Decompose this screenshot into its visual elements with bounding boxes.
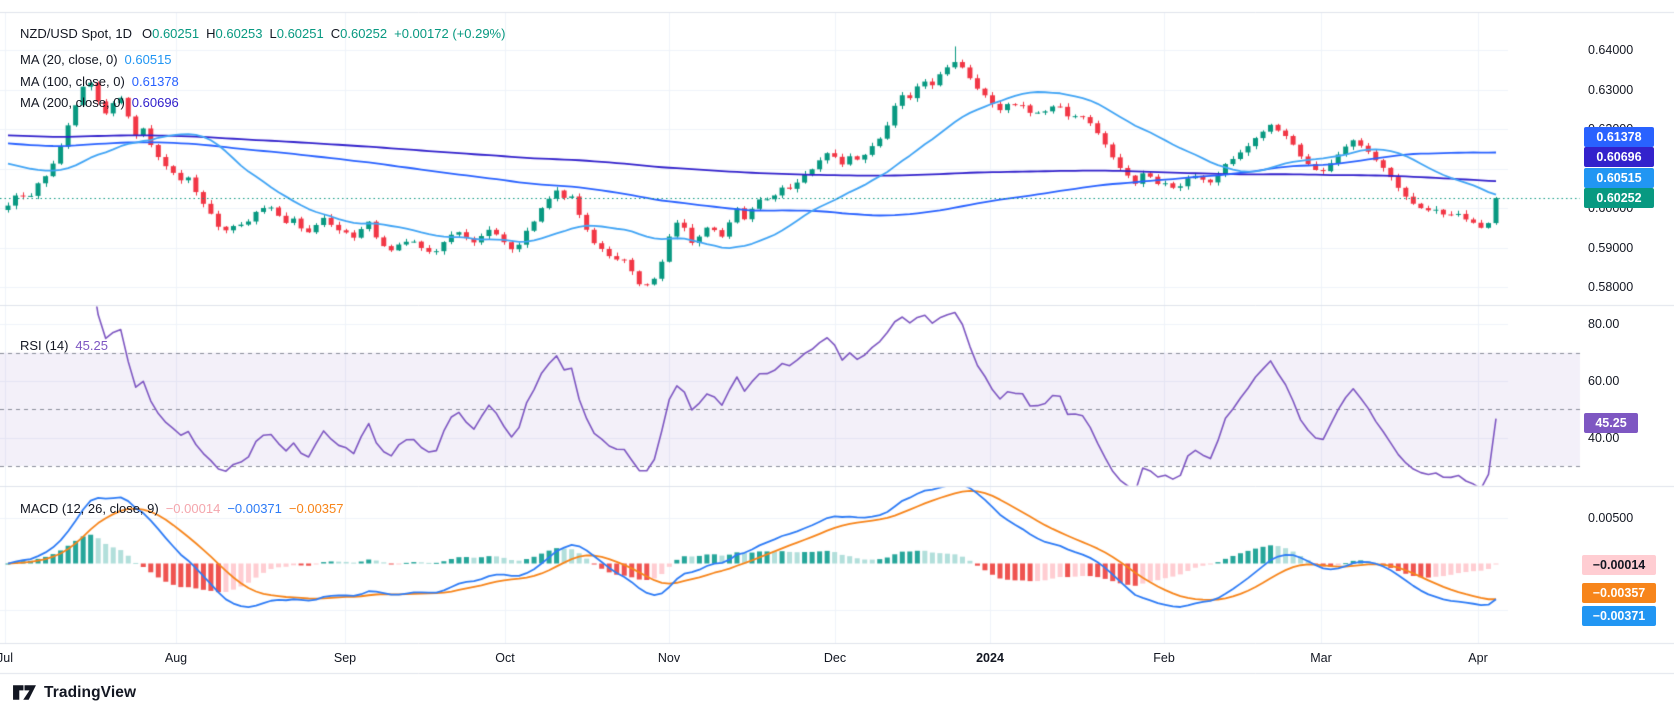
macd-hist-value: −0.00014 <box>165 501 221 516</box>
time-axis-month: Dec <box>823 651 847 665</box>
macd-label: MACD (12, 26, close, 9) <box>20 501 159 516</box>
ma200-value: 0.60696 <box>131 95 179 110</box>
ma20-label: MA (20, close, 0) <box>20 52 118 67</box>
macd-signal-value: −0.00357 <box>288 501 344 516</box>
ma100-value: 0.61378 <box>131 74 179 89</box>
open-value: O 0.60251 <box>141 26 200 41</box>
low-value: L 0.60251 <box>269 26 324 41</box>
tradingview-logo-text: TradingView <box>44 683 137 701</box>
time-axis-month: Jul <box>0 651 13 665</box>
time-axis-month: Mar <box>1310 651 1332 665</box>
time-axis-month: Feb <box>1153 651 1175 665</box>
ma20-legend: MA (20, close, 0) 0.60515 <box>20 52 172 67</box>
time-axis-month: 2024 <box>976 651 1004 665</box>
macd-line-value: −0.00371 <box>227 501 282 516</box>
rsi-legend: RSI (14) 45.25 <box>20 338 108 353</box>
close-value: C 0.60252 <box>330 26 388 41</box>
tradingview-logo[interactable]: TradingView <box>12 682 136 703</box>
tradingview-logo-icon <box>13 685 36 700</box>
symbol-title: NZD/USD Spot, 1D <box>20 26 132 41</box>
time-axis-month: Nov <box>657 651 681 665</box>
change-value: +0.00172 (+0.29%) <box>394 26 506 41</box>
ma200-legend: MA (200, close, 0) 0.60696 <box>20 95 179 110</box>
time-axis-month: Apr <box>1468 651 1488 665</box>
macd-legend: MACD (12, 26, close, 9) −0.00014 −0.0037… <box>20 501 344 516</box>
rsi-value: 45.25 <box>75 338 108 353</box>
symbol-legend: NZD/USD Spot, 1D O 0.60251 H 0.60253 L 0.60… <box>20 26 505 41</box>
rsi-label: RSI (14) <box>20 338 69 353</box>
ma100-label: MA (100, close, 0) <box>20 74 125 89</box>
high-value: H 0.60253 <box>206 26 263 41</box>
ma100-legend: MA (100, close, 0) 0.61378 <box>20 74 179 89</box>
ma20-value: 0.60515 <box>124 52 172 67</box>
ma200-label: MA (200, close, 0) <box>20 95 125 110</box>
time-axis-month: Sep <box>333 651 357 665</box>
time-axis-month: Aug <box>164 651 188 665</box>
time-scale[interactable]: Jul Aug Sep Oct Nov Dec 2024 Feb Mar Apr <box>0 644 1674 674</box>
time-axis-month: Oct <box>495 651 515 665</box>
